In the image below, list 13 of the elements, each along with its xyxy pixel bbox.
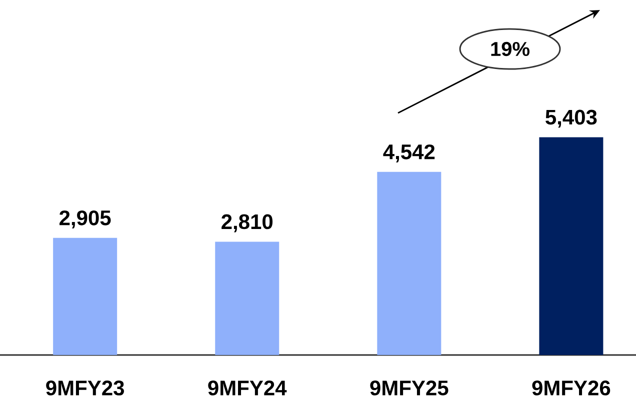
data-label: 4,542 <box>383 144 435 162</box>
bar <box>377 172 442 355</box>
data-label: 5,403 <box>546 110 597 128</box>
data-label: 2,810 <box>222 214 273 232</box>
bar <box>215 242 280 355</box>
x-tick-label: 9MFY26 <box>532 380 610 396</box>
bar <box>53 238 118 355</box>
x-tick-label: 9MFY24 <box>208 380 287 396</box>
text: 19% <box>491 42 530 56</box>
bar <box>539 137 604 355</box>
x-tick-label: 9MFY25 <box>370 380 448 396</box>
data-label: 2,905 <box>60 210 111 228</box>
x-tick-label: 9MFY23 <box>46 380 124 396</box>
